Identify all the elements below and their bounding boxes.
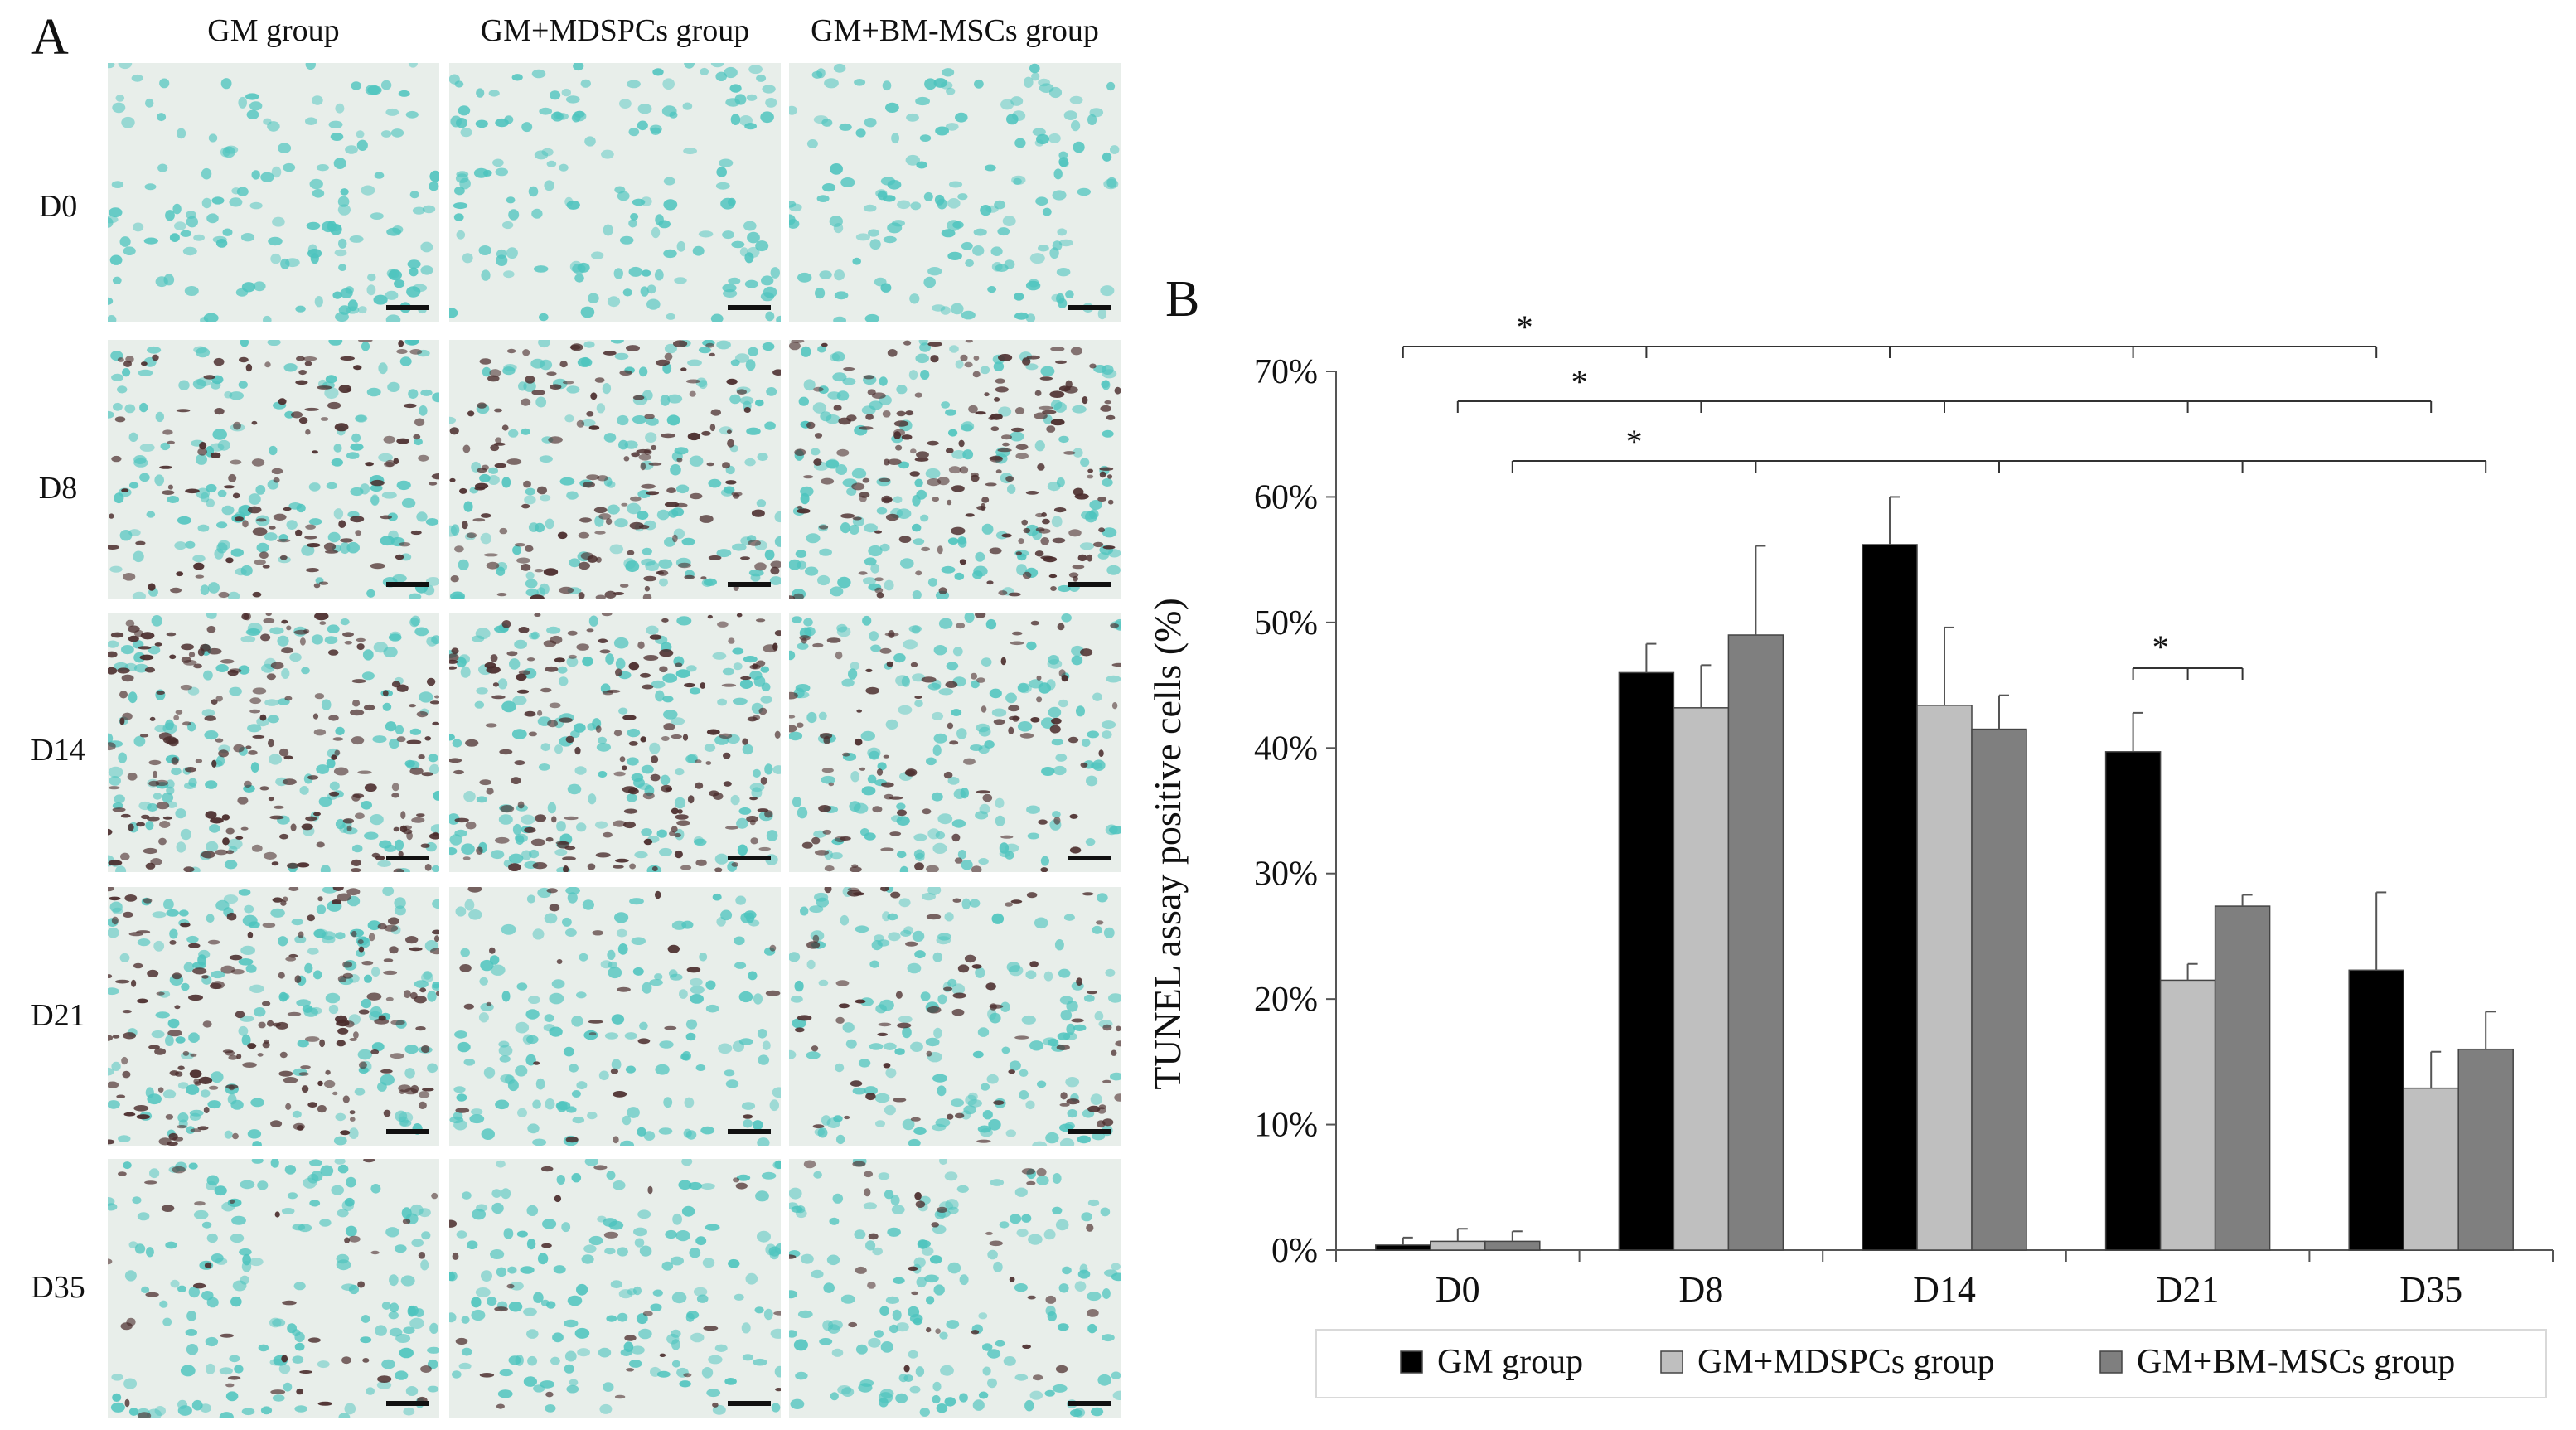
y-tick-label: 40% bbox=[1254, 730, 1318, 768]
legend-box bbox=[1315, 1329, 2547, 1398]
scale-bar bbox=[728, 582, 771, 587]
legend-label: GM+MDSPCs group bbox=[1697, 1343, 1995, 1381]
micrograph-d8-col3 bbox=[789, 340, 1121, 599]
y-tick-label: 60% bbox=[1254, 478, 1318, 516]
micrograph-d8-col1 bbox=[108, 340, 439, 599]
x-tick-label: D21 bbox=[2157, 1269, 2220, 1310]
bar-gm-bm-mscs-group-d0 bbox=[1484, 1240, 1541, 1251]
row-label-d8: D8 bbox=[38, 471, 78, 506]
y-tick-label: 0% bbox=[1271, 1232, 1318, 1270]
scale-bar bbox=[386, 1401, 429, 1406]
x-tick-label: D8 bbox=[1679, 1269, 1724, 1310]
micrograph-d8-col2 bbox=[449, 340, 781, 599]
scale-bar bbox=[1068, 1129, 1111, 1134]
micrograph-d35-col2 bbox=[449, 1159, 781, 1418]
micrograph-d21-col1 bbox=[108, 887, 439, 1146]
micrograph-d14-col1 bbox=[108, 613, 439, 872]
legend-swatch bbox=[2099, 1350, 2123, 1374]
bar-gm-group-d14 bbox=[1862, 544, 1918, 1251]
y-tick-label: 70% bbox=[1254, 353, 1318, 391]
scale-bar bbox=[1068, 1401, 1111, 1406]
bar-gm-bm-mscs-group-d35 bbox=[2457, 1048, 2514, 1251]
significance-star: * bbox=[1626, 423, 1643, 460]
bar-gm-mdspcs-group-d14 bbox=[1916, 705, 1973, 1251]
legend-label: GM group bbox=[1437, 1343, 1583, 1381]
panel-a-letter: A bbox=[31, 9, 69, 65]
y-tick-label: 20% bbox=[1254, 981, 1318, 1019]
micrograph-d21-col3 bbox=[789, 887, 1121, 1146]
y-tick-label: 10% bbox=[1254, 1107, 1318, 1145]
row-label-d0: D0 bbox=[38, 189, 78, 224]
bar-gm-mdspcs-group-d8 bbox=[1673, 707, 1730, 1251]
bar-gm-group-d8 bbox=[1618, 671, 1675, 1251]
column-header-gm-mdspcs: GM+MDSPCs group bbox=[480, 13, 750, 48]
significance-star: * bbox=[2152, 628, 2169, 666]
scale-bar bbox=[728, 305, 771, 310]
bar-gm-mdspcs-group-d35 bbox=[2403, 1087, 2459, 1251]
bar-gm-bm-mscs-group-d8 bbox=[1727, 634, 1784, 1251]
scale-bar bbox=[1068, 582, 1111, 587]
y-tick-label: 50% bbox=[1254, 604, 1318, 642]
bar-gm-bm-mscs-group-d14 bbox=[1971, 728, 2027, 1251]
scale-bar bbox=[728, 1129, 771, 1134]
bar-gm-mdspcs-group-d21 bbox=[2159, 979, 2216, 1251]
micrograph-d0-col2 bbox=[449, 63, 781, 322]
micrograph-d0-col3 bbox=[789, 63, 1121, 322]
scale-bar bbox=[1068, 856, 1111, 860]
significance-star: * bbox=[1517, 308, 1533, 346]
bar-gm-group-d21 bbox=[2104, 751, 2162, 1251]
micrograph-d35-col1 bbox=[108, 1159, 439, 1418]
y-tick-label: 30% bbox=[1254, 856, 1318, 894]
row-label-d21: D21 bbox=[31, 998, 85, 1033]
scale-bar bbox=[386, 856, 429, 860]
micrograph-d35-col3 bbox=[789, 1159, 1121, 1418]
x-tick-label: D0 bbox=[1436, 1269, 1480, 1310]
column-header-gm-bmmscs: GM+BM-MSCs group bbox=[811, 13, 1099, 48]
micrograph-d0-col1 bbox=[108, 63, 439, 322]
x-tick-label: D14 bbox=[1913, 1269, 1976, 1310]
micrograph-d21-col2 bbox=[449, 887, 781, 1146]
scale-bar bbox=[386, 582, 429, 587]
row-label-d35: D35 bbox=[31, 1270, 85, 1305]
scale-bar bbox=[728, 856, 771, 860]
significance-star: * bbox=[1571, 363, 1588, 400]
panel-b-letter: B bbox=[1165, 271, 1200, 327]
legend-label: GM+BM-MSCs group bbox=[2137, 1343, 2455, 1381]
bar-gm-mdspcs-group-d0 bbox=[1430, 1240, 1486, 1251]
scale-bar bbox=[386, 305, 429, 310]
bar-gm-bm-mscs-group-d21 bbox=[2214, 905, 2271, 1251]
y-axis-label: TUNEL assay positive cells (%) bbox=[1146, 598, 1189, 1090]
column-header-gm: GM group bbox=[207, 13, 340, 48]
x-tick-label: D35 bbox=[2399, 1269, 2462, 1310]
row-label-d14: D14 bbox=[31, 733, 85, 768]
legend-swatch bbox=[1400, 1350, 1423, 1374]
scale-bar bbox=[728, 1401, 771, 1406]
micrograph-d14-col2 bbox=[449, 613, 781, 872]
bar-gm-group-d35 bbox=[2348, 969, 2404, 1251]
legend-swatch bbox=[1660, 1350, 1683, 1374]
bar-gm-group-d0 bbox=[1375, 1244, 1431, 1251]
micrograph-d14-col3 bbox=[789, 613, 1121, 872]
scale-bar bbox=[386, 1129, 429, 1134]
scale-bar bbox=[1068, 305, 1111, 310]
